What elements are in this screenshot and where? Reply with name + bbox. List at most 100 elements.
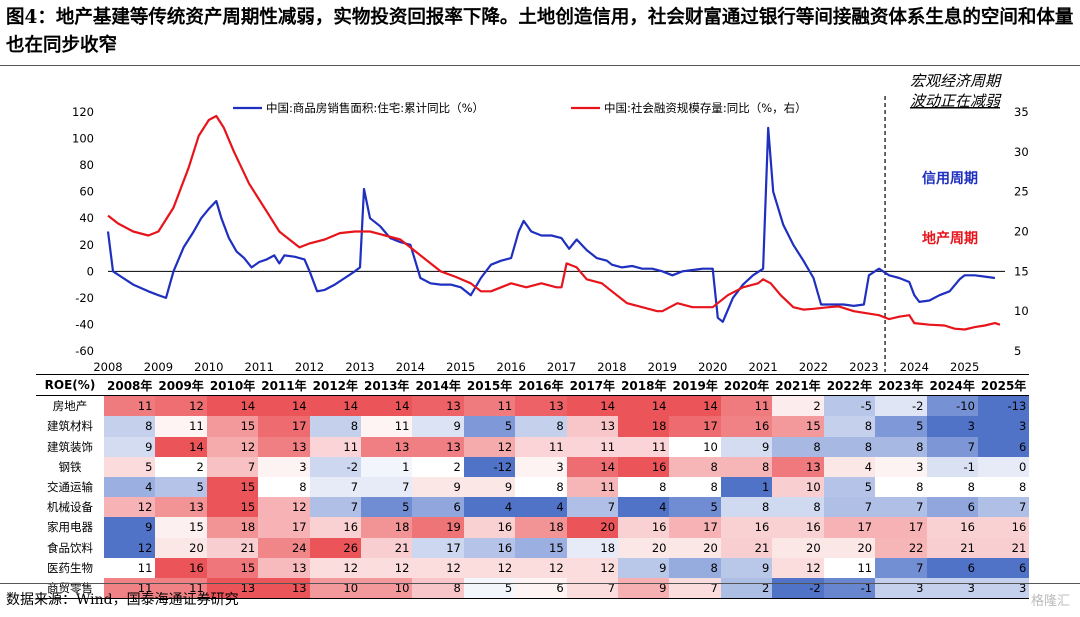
table-cell: 12 — [515, 557, 567, 578]
y-left-tick-label: -60 — [75, 344, 94, 358]
y-right-tick-label: 30 — [1014, 145, 1029, 159]
table-cell: 17 — [258, 416, 310, 437]
table-year-header: 2023年 — [875, 373, 927, 397]
table-cell: 18 — [206, 517, 259, 538]
table-cell: 2 — [772, 395, 824, 417]
table-cell: 12 — [155, 395, 207, 417]
table-year-header: 2016年 — [515, 373, 567, 397]
y-left-tick-label: -40 — [75, 317, 94, 331]
table-cell: 11 — [515, 436, 567, 457]
y-left-tick-label: 0 — [87, 264, 94, 278]
table-cell: 8 — [618, 476, 670, 498]
table-cell: 20 — [155, 537, 207, 558]
table-cell: 13 — [258, 577, 310, 599]
table-cell: 4 — [104, 476, 156, 498]
table-cell: 5 — [104, 456, 156, 477]
table-cell: 13 — [412, 436, 464, 457]
table-cell: 12 — [309, 557, 362, 578]
table-cell: 10 — [669, 436, 721, 457]
table-cell: 7 — [566, 577, 619, 599]
table-cell: 12 — [463, 436, 516, 457]
table-cell: 8 — [412, 577, 464, 599]
table-cell: 20 — [618, 537, 670, 558]
table-cell: 15 — [206, 416, 259, 437]
table-cell: -10 — [926, 395, 978, 417]
table-cell: 21 — [926, 537, 978, 558]
table-cell: 12 — [412, 557, 464, 578]
table-cell: 14 — [155, 436, 207, 457]
table-row: 房地产 11 12 14 14 14 14 13 11 13 14 14 14 11 2 -5 -2 -10 -13 — [36, 395, 1030, 417]
table-corner-header: ROE(%) — [36, 373, 104, 397]
table-cell: 8 — [823, 416, 876, 437]
table-cell: 2 — [412, 456, 464, 477]
table-cell: 18 — [618, 416, 670, 437]
x-tick-label: 2024 — [900, 360, 929, 372]
table-year-header: 2012年 — [309, 373, 362, 397]
table-cell: 3 — [926, 416, 978, 437]
table-year-header: 2021年 — [772, 373, 824, 397]
table-cell: 13 — [155, 497, 207, 518]
table-cell: 3 — [515, 456, 567, 477]
table-cell: -1 — [926, 456, 978, 477]
table-cell: 17 — [669, 416, 721, 437]
table-cell: 9 — [720, 436, 773, 457]
table-cell: 7 — [309, 476, 362, 498]
table-cell: 7 — [566, 497, 619, 518]
y-left-tick-label: 120 — [72, 105, 94, 119]
table-year-header: 2013年 — [361, 373, 413, 397]
table-row: 食品饮料 12 20 21 24 26 21 17 16 15 18 20 20 21 20 20 22 21 21 — [36, 537, 1030, 558]
table-cell: 21 — [977, 537, 1030, 558]
table-cell: 13 — [515, 395, 567, 417]
table-row-label: 交通运输 — [36, 476, 104, 498]
table-cell: 8 — [669, 557, 721, 578]
table-cell: 14 — [258, 395, 310, 417]
table-cell: 22 — [875, 537, 927, 558]
table-cell: 24 — [258, 537, 310, 558]
y-left-tick-label: 80 — [79, 158, 94, 172]
table-row-label: 钢铁 — [36, 456, 104, 477]
table-row-label: 家用电器 — [36, 517, 104, 538]
table-cell: 6 — [977, 436, 1030, 457]
x-tick-label: 2010 — [194, 360, 223, 372]
table-cell: 14 — [566, 395, 619, 417]
legend-label-social-financing: 中国:社会融资规模存量:同比（%，右） — [604, 101, 807, 115]
table-cell: 6 — [926, 497, 978, 518]
table-cell: 18 — [566, 537, 619, 558]
table-row-label: 建筑装饰 — [36, 436, 104, 457]
table-cell: 14 — [361, 395, 413, 417]
table-cell: 3 — [258, 456, 310, 477]
table-cell: 16 — [618, 456, 670, 477]
y-left-tick-label: 100 — [72, 132, 94, 146]
table-cell: 15 — [206, 497, 259, 518]
table-cell: 6 — [926, 557, 978, 578]
table-cell: 16 — [926, 517, 978, 538]
table-cell: 15 — [155, 517, 207, 538]
table-year-header: 2022年 — [823, 373, 876, 397]
table-cell: 7 — [669, 577, 721, 599]
table-cell: 17 — [823, 517, 876, 538]
table-cell: 16 — [772, 517, 824, 538]
table-cell: 16 — [720, 517, 773, 538]
table-year-header: 2024年 — [926, 373, 978, 397]
table-cell: 11 — [361, 416, 413, 437]
line-chart: -60-40-200204060801001205101520253035200… — [72, 72, 1029, 372]
table-cell: 16 — [463, 537, 516, 558]
table-cell: 8 — [309, 416, 362, 437]
table-cell: 9 — [463, 476, 516, 498]
table-cell: 11 — [823, 557, 876, 578]
source-note: 数据来源：Wind，国泰海通证券研究 — [6, 592, 239, 608]
table-cell: -2 — [875, 395, 927, 417]
x-tick-label: 2019 — [648, 360, 677, 372]
table-cell: -2 — [309, 456, 362, 477]
x-tick-label: 2018 — [597, 360, 626, 372]
table-cell: 13 — [258, 436, 310, 457]
x-tick-label: 2016 — [497, 360, 526, 372]
table-cell: 8 — [515, 476, 567, 498]
table-cell: 3 — [926, 577, 978, 599]
x-tick-label: 2017 — [547, 360, 576, 372]
table-header-row: ROE(%) 2008年 2009年 2010年 2011年 2012年 2013年 2014… — [36, 373, 1030, 397]
table-cell: 8 — [104, 416, 156, 437]
x-tick-label: 2015 — [446, 360, 475, 372]
table-year-header: 2014年 — [412, 373, 464, 397]
table-cell: 12 — [566, 557, 619, 578]
